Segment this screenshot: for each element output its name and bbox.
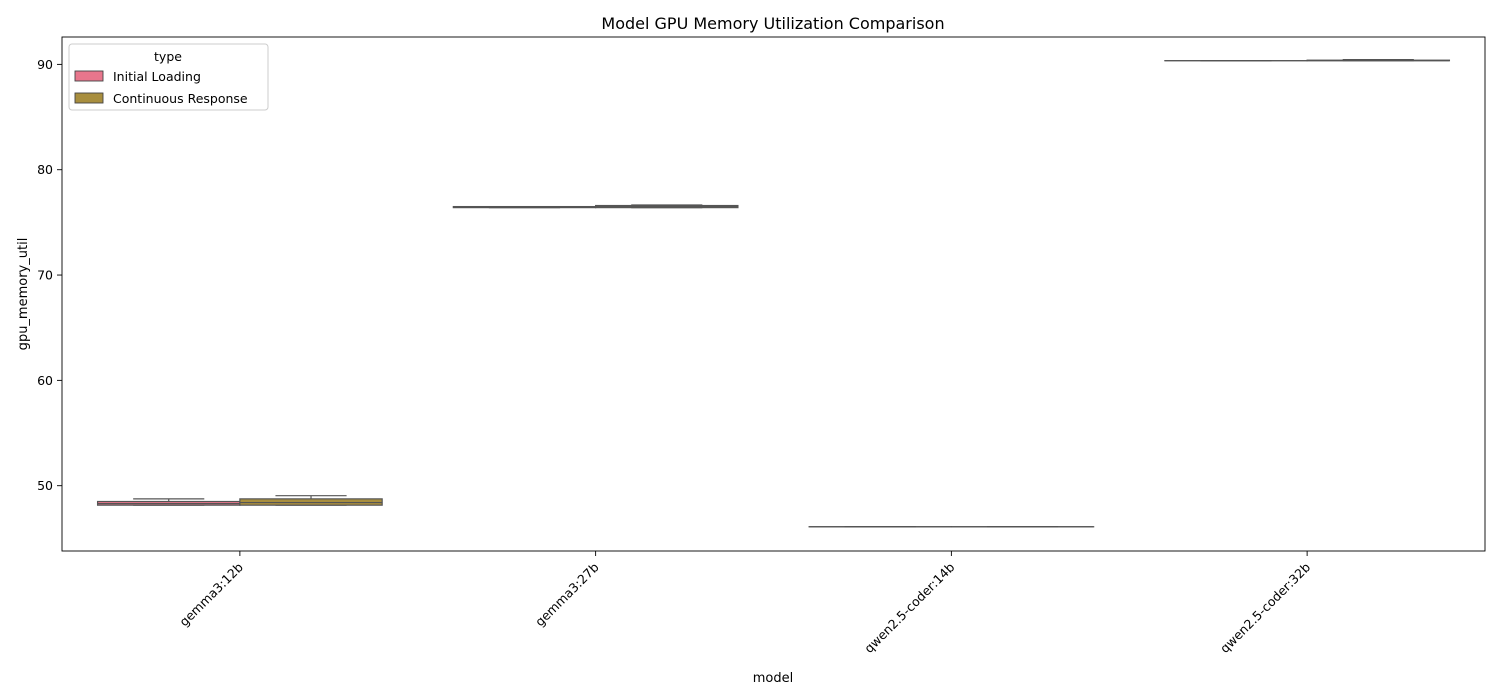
- plot-background: [62, 37, 1485, 551]
- x-tick-label-qwen2-5-coder-32b: qwen2.5-coder:32b: [1217, 559, 1313, 655]
- x-tick-label-gemma3-27b: gemma3:27b: [532, 559, 602, 629]
- y-tick-label-50: 50: [37, 478, 53, 493]
- y-tick-label-60: 60: [37, 373, 53, 388]
- legend-swatch-initial-loading: [74, 70, 104, 82]
- box-continuous-response-qwen2-5-coder-32b: [1306, 59, 1451, 62]
- x-axis: gemma3:12b gemma3:27b qwen2.5-coder:14b qwe…: [176, 551, 1313, 656]
- x-axis-label: model: [753, 671, 793, 686]
- y-tick-label-70: 70: [37, 268, 53, 283]
- chart-title: Model GPU Memory Utilization Comparison: [601, 14, 944, 33]
- legend-label-initial-loading: Initial Loading: [113, 69, 201, 84]
- plot-area: [62, 37, 1485, 551]
- x-tick-label-gemma3-12b: gemma3:12b: [176, 559, 246, 629]
- y-axis: 50 60 70 80 90: [37, 57, 62, 493]
- box-initial-loading-gemma3-27b: [452, 205, 597, 209]
- legend: type Initial Loading Continuous Response: [68, 43, 269, 111]
- x-tick-label-qwen2-5-coder-14b: qwen2.5-coder:14b: [861, 559, 957, 655]
- y-tick-label-80: 80: [37, 162, 53, 177]
- box-plots: [96, 59, 1451, 528]
- axes-frame: [61, 36, 1486, 552]
- legend-frame: [68, 43, 269, 111]
- legend-swatch-continuous-response: [74, 92, 104, 104]
- legend-label-continuous-response: Continuous Response: [113, 91, 248, 106]
- y-axis-label: gpu_memory_util: [16, 238, 31, 351]
- box-continuous-response-gemma3-27b: [595, 204, 739, 209]
- legend-title: type: [154, 49, 182, 64]
- box-continuous-response-gemma3-12b: [239, 495, 383, 506]
- y-tick-label-90: 90: [37, 57, 53, 72]
